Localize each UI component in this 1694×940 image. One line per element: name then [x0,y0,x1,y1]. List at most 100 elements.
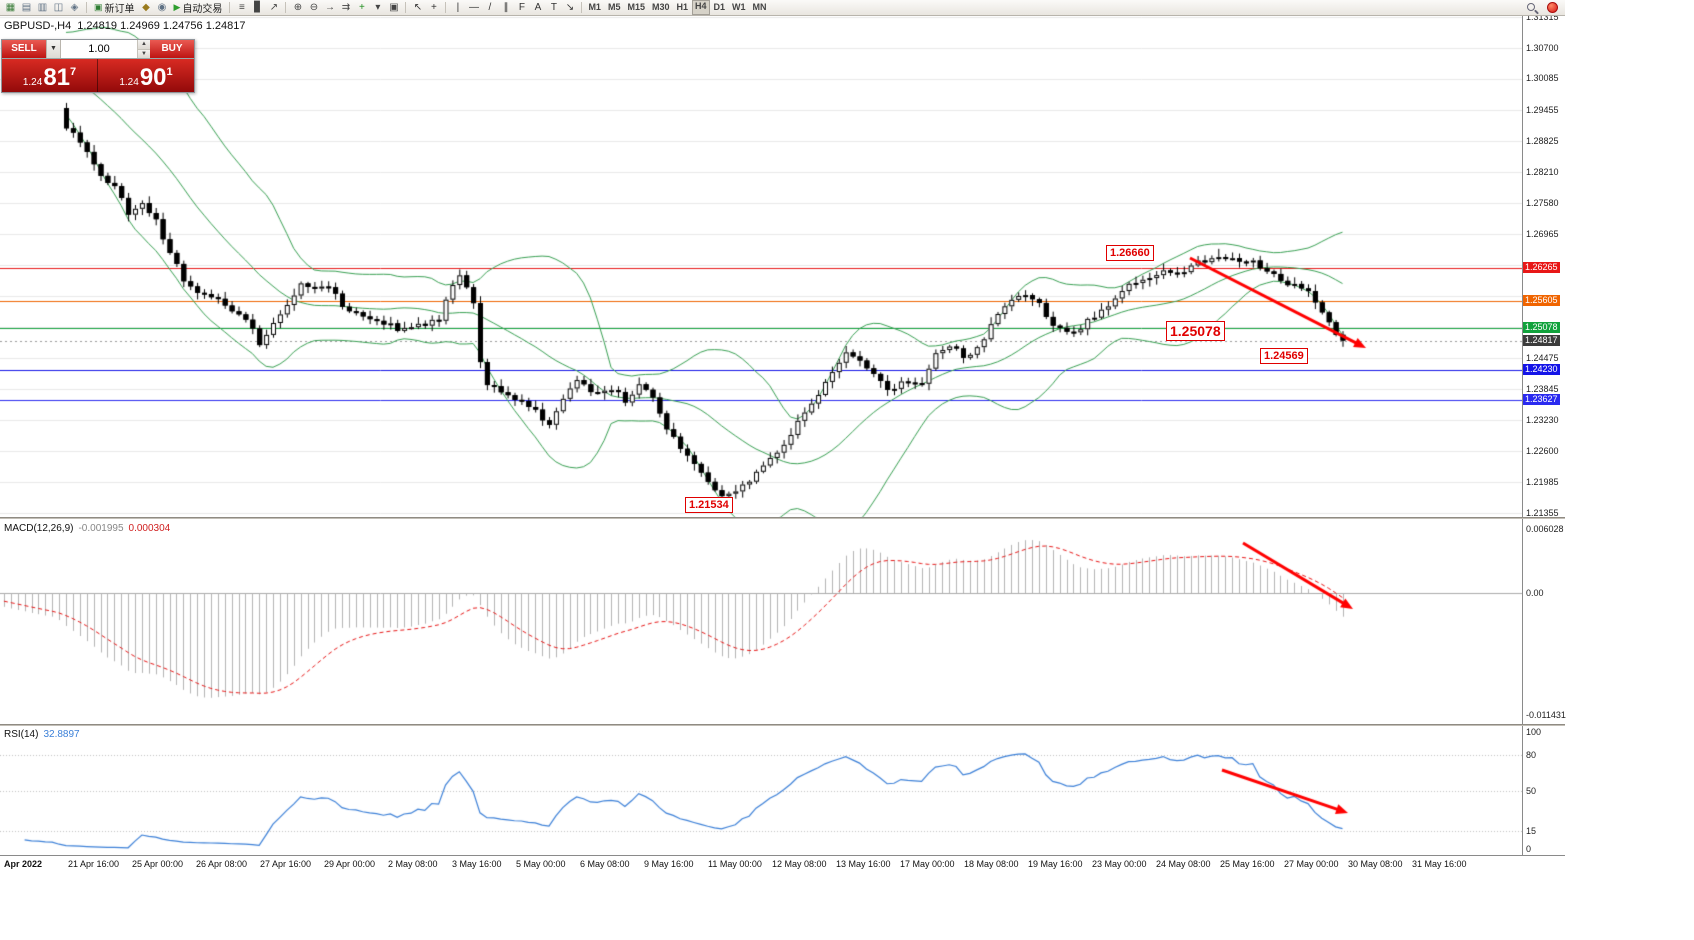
text-label-icon[interactable]: T [550,2,557,13]
time-axis-label: 29 Apr 00:00 [324,859,376,869]
cursor-icon[interactable]: ↖ [413,2,423,13]
timeframe-button-h1[interactable]: H1 [676,2,689,12]
level-price-label: 1.25078 [1523,322,1560,333]
market-watch-icon[interactable]: ▥ [37,2,48,13]
time-axis-label: 17 May 00:00 [900,859,955,869]
crosshair-icon[interactable]: + [431,2,437,13]
indicators-icon[interactable]: + [359,2,365,13]
volume-input[interactable] [61,40,137,58]
toolbar-separator [405,2,407,13]
price-axis-label: 1.22600 [1526,446,1559,456]
time-axis-label: 25 May 16:00 [1220,859,1275,869]
time-axis-label: 27 Apr 16:00 [260,859,312,869]
search-icon[interactable] [1526,2,1538,14]
trendline-icon[interactable]: / [488,2,492,13]
metaeditor-icon[interactable]: ◆ [142,2,150,13]
price-axis-label: 1.29455 [1526,105,1559,115]
time-axis-label: 13 May 16:00 [836,859,891,869]
macd-label: MACD(12,26,9) [4,523,74,534]
horizontal-line-icon[interactable]: — [468,2,479,13]
price-axis-label: 1.21355 [1526,508,1559,518]
buy-button[interactable]: BUY [150,40,194,58]
timeframe-button-m30[interactable]: M30 [651,2,670,12]
new-chart-icon[interactable]: ▦ [5,2,16,13]
toolbar-separator [86,2,87,13]
sell-button[interactable]: SELL [2,40,46,58]
toolbar-separator [229,2,231,13]
macd-axis-min-label: -0.011431 [1526,710,1566,720]
timeframe-button-m5[interactable]: M5 [607,2,621,12]
chart-window: GBPUSD-,H4 1.24819 1.24969 1.24756 1.2481… [0,12,1566,870]
templates-icon[interactable]: ▣ [389,2,399,13]
ask-price[interactable]: 1.24 90 1 [98,59,194,92]
bid-price[interactable]: 1.24 81 7 [2,59,98,92]
rsi-indicator-canvas[interactable] [0,726,1522,855]
toolbar-separator [285,2,287,13]
navigator-icon[interactable]: ◈ [70,2,79,13]
panel-splitter[interactable] [0,724,1565,726]
time-axis-label: 19 May 16:00 [1028,859,1083,869]
time-axis-label: 3 May 16:00 [452,859,502,869]
time-axis-label: 26 Apr 08:00 [196,859,248,869]
notification-badge[interactable] [1547,2,1558,13]
macd-indicator-canvas[interactable] [0,519,1522,726]
timeframe-button-w1[interactable]: W1 [732,2,746,12]
equidistant-channel-icon[interactable]: ∥ [503,2,509,13]
data-window-icon[interactable]: ◫ [53,2,64,13]
time-axis-label: 25 Apr 00:00 [132,859,184,869]
candlestick-chart-icon[interactable]: ▊ [254,2,262,13]
bar-chart-icon[interactable]: ≡ [239,2,245,13]
auto-scroll-icon[interactable]: → [324,2,335,13]
level-price-label: 1.26265 [1523,262,1560,273]
history-center-icon[interactable]: ◉ [157,2,167,13]
ohlc-values: 1.24819 1.24969 1.24756 1.24817 [77,20,246,32]
fibonacci-icon[interactable]: F [518,2,525,13]
order-options-dropdown[interactable]: ▼ [46,40,61,58]
timeframe-button-mn[interactable]: MN [752,2,767,12]
time-axis-label: 2 May 08:00 [388,859,438,869]
chart-shift-icon[interactable]: ⇉ [341,2,351,13]
autotrading-button[interactable]: ▶ 自动交易 [171,1,226,15]
timeframe-button-m1[interactable]: M1 [588,2,601,12]
time-axis-label: 5 May 00:00 [516,859,566,869]
price-axis-label: 1.26965 [1526,229,1559,239]
price-axis-label: 1.27580 [1526,198,1559,208]
periods-dropdown-icon[interactable]: ▾ [375,2,381,13]
price-chart-canvas[interactable] [0,16,1522,519]
price-axis-label: 1.31315 [1526,12,1559,22]
rsi-label: RSI(14) [4,729,39,740]
time-axis[interactable]: Apr 2022 21 Apr 16:00 25 Apr 00:00 26 Apr 0… [0,855,1565,870]
price-axis-label: 1.21985 [1526,477,1559,487]
price-axis-label: 1.30085 [1526,73,1559,83]
vertical-line-icon[interactable]: | [456,2,460,13]
rsi-header: RSI(14) 32.8897 [4,729,80,740]
profiles-icon[interactable]: ▤ [21,2,32,13]
price-axis-label: 1.23845 [1526,384,1559,394]
timeframe-button-h4[interactable]: H4 [692,0,710,15]
zoom-out-icon[interactable]: ⊖ [309,2,319,13]
price-axis-label: 1.28825 [1526,136,1559,146]
chart-ohlc-info: GBPUSD-,H4 1.24819 1.24969 1.24756 1.2481… [4,20,251,32]
arrows-icon[interactable]: ↘ [565,2,575,13]
timeframe-button-m15[interactable]: M15 [627,2,645,12]
time-axis-label: Apr 2022 [4,859,43,869]
price-axis-label: 1.28210 [1526,167,1559,177]
macd-main-value: -0.001995 [78,523,124,534]
volume-increase-button[interactable]: ▲ [138,40,150,50]
ask-price-big: 90 [139,64,167,91]
level-price-label: 1.25605 [1523,295,1560,306]
zoom-in-icon[interactable]: ⊕ [293,2,303,13]
price-axis-label: 1.24475 [1526,353,1559,363]
volume-decrease-button[interactable]: ▼ [138,49,150,58]
line-chart-icon[interactable]: ↗ [269,2,279,13]
text-icon[interactable]: A [534,2,542,13]
price-annotation: 1.26660 [1106,245,1154,261]
macd-signal-value: 0.000304 [128,523,171,534]
price-axis-divider [1522,16,1523,855]
time-axis-label: 27 May 00:00 [1284,859,1339,869]
timeframe-button-d1[interactable]: D1 [713,2,726,12]
new-order-button[interactable]: ▣ 新订单 [91,1,138,15]
panel-splitter[interactable] [0,517,1565,519]
price-annotation: 1.21534 [685,497,733,513]
